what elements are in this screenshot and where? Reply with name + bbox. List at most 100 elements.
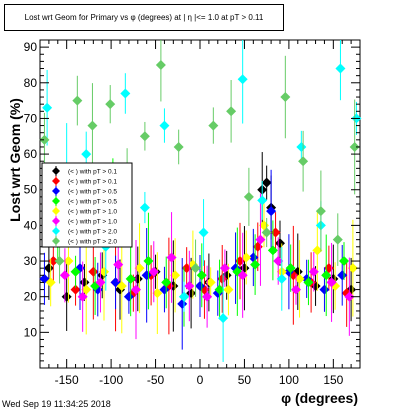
data-point [139, 131, 150, 142]
data-point [349, 141, 360, 152]
data-point [275, 238, 285, 249]
y-tick-label: 80 [24, 76, 38, 90]
data-point [315, 206, 326, 217]
data-point [159, 284, 170, 295]
x-tick-label: 150 [323, 373, 343, 387]
data-point [285, 263, 296, 274]
data-point [267, 245, 278, 256]
data-point [205, 277, 216, 288]
y-axis-label: Lost wrt Geom (%) [7, 98, 23, 222]
data-point [202, 291, 213, 302]
axes: -150 -100 -50 0 50 100 150 10 20 30 40 50 60 70 80 90 [24, 39, 361, 387]
data-point [123, 291, 134, 302]
data-point [266, 206, 277, 217]
y-tick-label: 10 [24, 325, 38, 339]
data-point [81, 149, 92, 160]
data-point [131, 284, 141, 295]
data-point [54, 256, 65, 267]
y-tick-label: 90 [24, 40, 38, 54]
data-point [72, 95, 83, 106]
timestamp: Wed Sep 19 11:34:25 2018 [2, 399, 111, 409]
data-point [241, 252, 252, 263]
data-point [184, 281, 195, 291]
data-point [77, 291, 88, 302]
data-point [308, 266, 319, 277]
data-point [59, 270, 70, 281]
data-point [198, 227, 209, 238]
data-point [344, 291, 355, 302]
y-tick-label: 70 [24, 111, 38, 125]
data-point [339, 256, 349, 267]
data-point [113, 259, 124, 270]
data-point [120, 88, 131, 99]
data-point [239, 263, 250, 274]
data-point [326, 277, 337, 288]
data-point [155, 59, 166, 70]
data-point [134, 263, 145, 274]
data-point [79, 277, 90, 288]
data-point [261, 227, 272, 238]
data-point [237, 74, 248, 85]
legend-entry: (< ) with pT > 0.5 [68, 199, 117, 206]
legend-entry: (< ) with pT > 2.0 [68, 229, 117, 236]
data-point [332, 234, 343, 245]
data-point [255, 234, 266, 245]
data-point [70, 266, 81, 277]
data-point [312, 245, 323, 256]
data-point [294, 273, 305, 284]
data-point [337, 270, 348, 281]
data-point [148, 266, 159, 277]
data-point [276, 273, 287, 284]
x-tick-label: -150 [55, 373, 79, 387]
x-tick-label: 0 [197, 373, 204, 387]
data-point [42, 102, 53, 113]
data-point [321, 270, 332, 281]
legend-entry: (< ) with pT > 1.0 [68, 209, 117, 216]
data-point [105, 99, 116, 110]
data-point [166, 252, 177, 263]
data-point [243, 191, 254, 202]
data-point [43, 263, 54, 274]
data-point [70, 284, 81, 295]
data-point [177, 298, 188, 309]
data-point [125, 273, 136, 284]
data-point [319, 284, 330, 295]
data-point [179, 291, 189, 302]
data-point [159, 120, 170, 131]
data-point [95, 277, 106, 288]
data-point [45, 277, 56, 288]
data-point [226, 106, 237, 117]
data-point [39, 134, 50, 145]
data-point [296, 141, 307, 152]
y-tick-label: 60 [24, 147, 38, 161]
legend-entry: (< ) with pT > 1.0 [68, 219, 117, 226]
x-axis-label: φ (degrees) [281, 390, 358, 406]
data-point [280, 92, 291, 103]
y-tick-label: 20 [24, 290, 38, 304]
legend-entry: (< ) with pT > 0.1 [68, 179, 117, 186]
legend: (< ) with pT > 0.1 (< ) with pT > 0.1 (< )… [41, 162, 133, 248]
data-point [139, 202, 150, 213]
data-point [291, 284, 301, 295]
data-point [81, 284, 92, 295]
x-tick-label: -100 [99, 373, 123, 387]
data-point [196, 270, 207, 281]
data-point [214, 284, 225, 295]
data-point [223, 284, 234, 295]
x-tick-label: 50 [238, 373, 252, 387]
data-point [116, 281, 127, 291]
data-point [218, 313, 229, 324]
data-point [303, 277, 314, 288]
data-point [132, 273, 143, 284]
data-point [237, 270, 248, 281]
data-point [190, 263, 201, 274]
x-tick-label: 100 [279, 373, 299, 387]
data-point [61, 291, 72, 302]
data-point [261, 177, 272, 188]
data-point [219, 263, 230, 274]
data-point [170, 270, 181, 281]
legend-entry: (< ) with pT > 0.5 [68, 189, 117, 196]
chart-title: Lost wrt Geom for Primary vs φ (degrees)… [4, 4, 284, 31]
data-point [257, 195, 268, 206]
